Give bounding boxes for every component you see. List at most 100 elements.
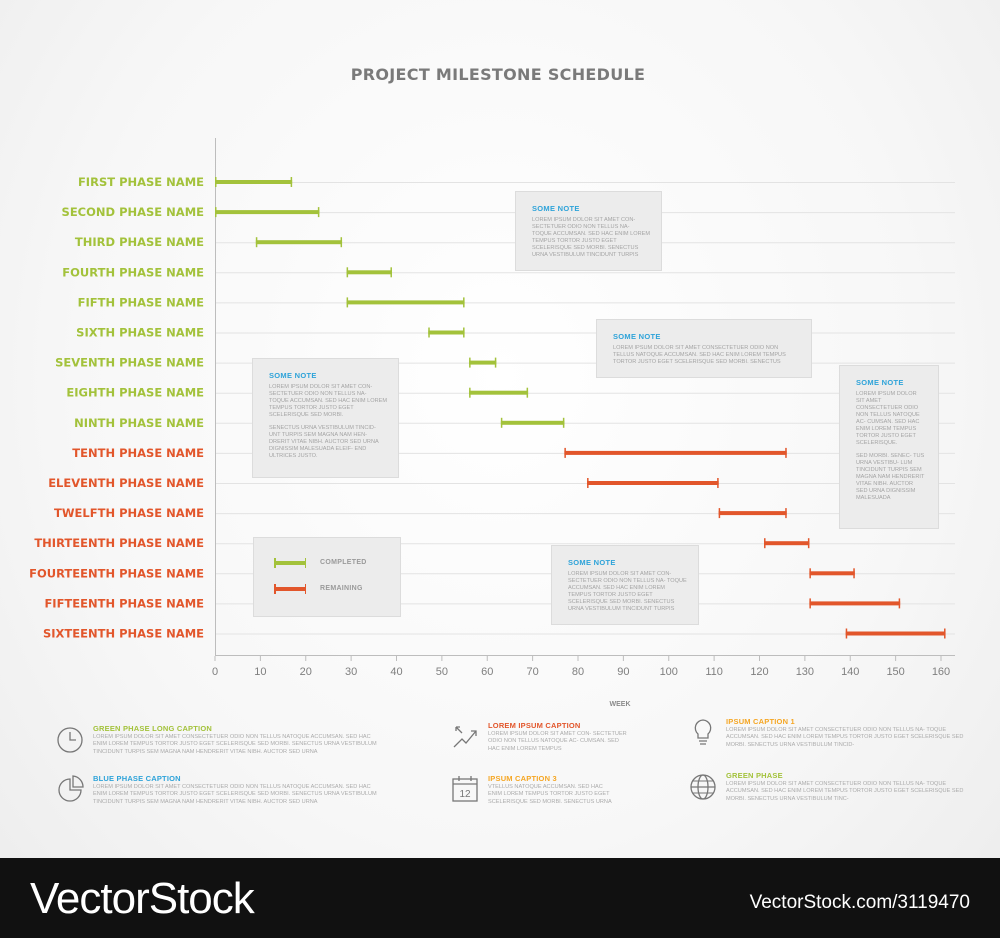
phase-bar xyxy=(718,508,787,519)
phase-bar-start-cap xyxy=(428,327,430,338)
phase-bar-end-cap xyxy=(853,568,855,579)
caption-text: LOREM IPSUM DOLOR SIT AMET CON- SECTETUE… xyxy=(488,731,627,752)
phase-bars xyxy=(215,177,946,639)
phase-bar-fill xyxy=(215,210,320,215)
x-tick-label: 60 xyxy=(481,666,493,678)
phase-bar-fill xyxy=(587,481,719,485)
phase-label: FOURTEENTH PHASE NAME xyxy=(29,566,204,580)
phase-bar-start-cap xyxy=(764,538,766,549)
phase-bar xyxy=(500,417,565,428)
phase-bar-end-cap xyxy=(944,628,946,639)
legend-label: REMAINING xyxy=(320,585,363,592)
legend-swatch-completed xyxy=(274,557,306,568)
phase-label: SEVENTH PHASE NAME xyxy=(55,356,204,370)
phase-label: SIXTH PHASE NAME xyxy=(76,326,204,340)
phase-bar-fill xyxy=(346,300,465,305)
growth-arrows-icon xyxy=(453,726,477,748)
legend-label: COMPLETED xyxy=(320,559,367,566)
phase-bar-end-cap xyxy=(526,387,529,398)
phase-bar-end-cap xyxy=(807,538,810,549)
note-text: LOREM IPSUM DOLOR SIT AMET CONSECTETUER … xyxy=(613,345,786,365)
phase-bar xyxy=(809,598,901,609)
calendar-icon: 12 xyxy=(452,776,478,802)
caption-title: GREEN PHASE xyxy=(726,771,783,780)
phase-bar-start-cap xyxy=(346,297,349,308)
phase-label: THIRD PHASE NAME xyxy=(75,235,204,249)
phase-bar-end-cap xyxy=(463,297,465,308)
phase-bar xyxy=(587,478,719,488)
phase-bar-end-cap xyxy=(717,478,719,488)
caption-text: LOREM IPSUM DOLOR SIT AMET CONSECTETUER … xyxy=(93,784,377,805)
note-box-2: SOME NOTE LOREM IPSUM DOLOR SIT AMET CON… xyxy=(596,319,812,378)
x-tick-label: 70 xyxy=(527,666,539,678)
phase-bar xyxy=(255,237,343,248)
phase-bar-end-cap xyxy=(898,598,901,609)
legend: COMPLETED REMAINING xyxy=(253,537,401,617)
phase-bar-start-cap xyxy=(469,387,471,398)
caption-text: VTELLUS NATOQUE ACCUMSAN. SED HAC ENIM L… xyxy=(488,784,612,805)
phase-bar-start-cap xyxy=(718,508,721,519)
calendar-icon-number: 12 xyxy=(459,789,471,800)
x-tick-label: 50 xyxy=(436,666,448,678)
phase-bar-start-cap xyxy=(346,267,349,278)
phase-bar-fill xyxy=(469,390,529,395)
phase-label: SECOND PHASE NAME xyxy=(62,205,205,219)
phase-bar-fill xyxy=(718,511,787,516)
caption-title: IPSUM CAPTION 3 xyxy=(488,774,557,783)
phase-bar-end-cap xyxy=(785,508,787,519)
phase-labels: FIRST PHASE NAME SECOND PHASE NAME THIRD P… xyxy=(29,175,204,641)
phase-bar-end-cap xyxy=(562,417,565,428)
clock-icon xyxy=(57,727,83,753)
phase-bar-start-cap xyxy=(255,237,258,248)
watermark-banner: VectorStock VectorStock.com/3119470 xyxy=(0,858,1000,938)
phase-label: TWELFTH PHASE NAME xyxy=(54,506,204,520)
phase-label: ELEVENTH PHASE NAME xyxy=(48,476,204,490)
phase-bar-fill xyxy=(764,541,810,546)
phase-bar-fill xyxy=(809,601,901,606)
phase-bar-start-cap xyxy=(500,417,503,428)
x-tick-label: 160 xyxy=(932,666,950,678)
note-title: SOME NOTE xyxy=(269,371,317,380)
x-tick-label: 120 xyxy=(750,666,768,678)
note-box-3: SOME NOTE LOREM IPSUM DOLOR SIT AMET CON… xyxy=(252,358,399,478)
caption-text: LOREM IPSUM DOLOR SIT AMET CONSECTETUER … xyxy=(726,727,964,748)
phase-bar xyxy=(215,177,293,187)
phase-bar xyxy=(564,447,787,458)
phase-bar-fill xyxy=(564,450,787,455)
phase-bar xyxy=(469,357,497,368)
x-axis-label: WEEK xyxy=(610,701,631,708)
x-tick-label: 130 xyxy=(796,666,814,678)
caption-title: GREEN PHASE LONG CAPTION xyxy=(93,724,212,733)
phase-bar-start-cap xyxy=(587,478,589,488)
x-tick-label: 100 xyxy=(660,666,678,678)
phase-bar-end-cap xyxy=(494,357,497,368)
legend-item-remaining: REMAINING xyxy=(274,583,363,594)
note-text: LOREM IPSUM DOLOR SIT AMET CONSECTETUER … xyxy=(856,391,920,446)
x-tick-label: 140 xyxy=(841,666,859,678)
phase-bar-end-cap xyxy=(290,177,293,187)
phase-bar-fill xyxy=(845,631,946,636)
phase-bar-end-cap xyxy=(390,267,392,278)
phase-label: EIGHTH PHASE NAME xyxy=(66,386,204,400)
phase-bar-fill xyxy=(428,330,465,335)
note-box-1: SOME NOTE LOREM IPSUM DOLOR SIT AMET CON… xyxy=(515,191,662,271)
phase-label: THIRTEENTH PHASE NAME xyxy=(34,536,204,550)
phase-label: SIXTEENTH PHASE NAME xyxy=(43,627,204,641)
phase-bar-end-cap xyxy=(463,327,465,338)
caption-text: LOREM IPSUM DOLOR SIT AMET CONSECTETUER … xyxy=(726,781,964,802)
note-title: SOME NOTE xyxy=(532,204,580,213)
note-title: SOME NOTE xyxy=(568,558,616,567)
phase-bar-start-cap xyxy=(215,177,217,187)
x-tick-label: 0 xyxy=(212,666,218,678)
phase-bar-fill xyxy=(255,240,343,245)
note-text: LOREM IPSUM DOLOR SIT AMET CON- SECTETUE… xyxy=(532,217,651,258)
note-box-5: SOME NOTE LOREM IPSUM DOLOR SIT AMET CON… xyxy=(839,365,939,529)
phase-bar-end-cap xyxy=(317,207,320,218)
lightbulb-icon xyxy=(694,719,712,745)
phase-bar-start-cap xyxy=(809,598,811,609)
note-text: LOREM IPSUM DOLOR SIT AMET CON- SECTETUE… xyxy=(269,384,388,418)
chart-title: PROJECT MILESTONE SCHEDULE xyxy=(351,65,645,84)
note-title: SOME NOTE xyxy=(613,332,661,341)
phase-bar-start-cap xyxy=(564,447,566,458)
x-ticks: 0 10 20 30 40 50 60 70 80 90 100 110 120 130 140 150 160 xyxy=(212,656,950,678)
